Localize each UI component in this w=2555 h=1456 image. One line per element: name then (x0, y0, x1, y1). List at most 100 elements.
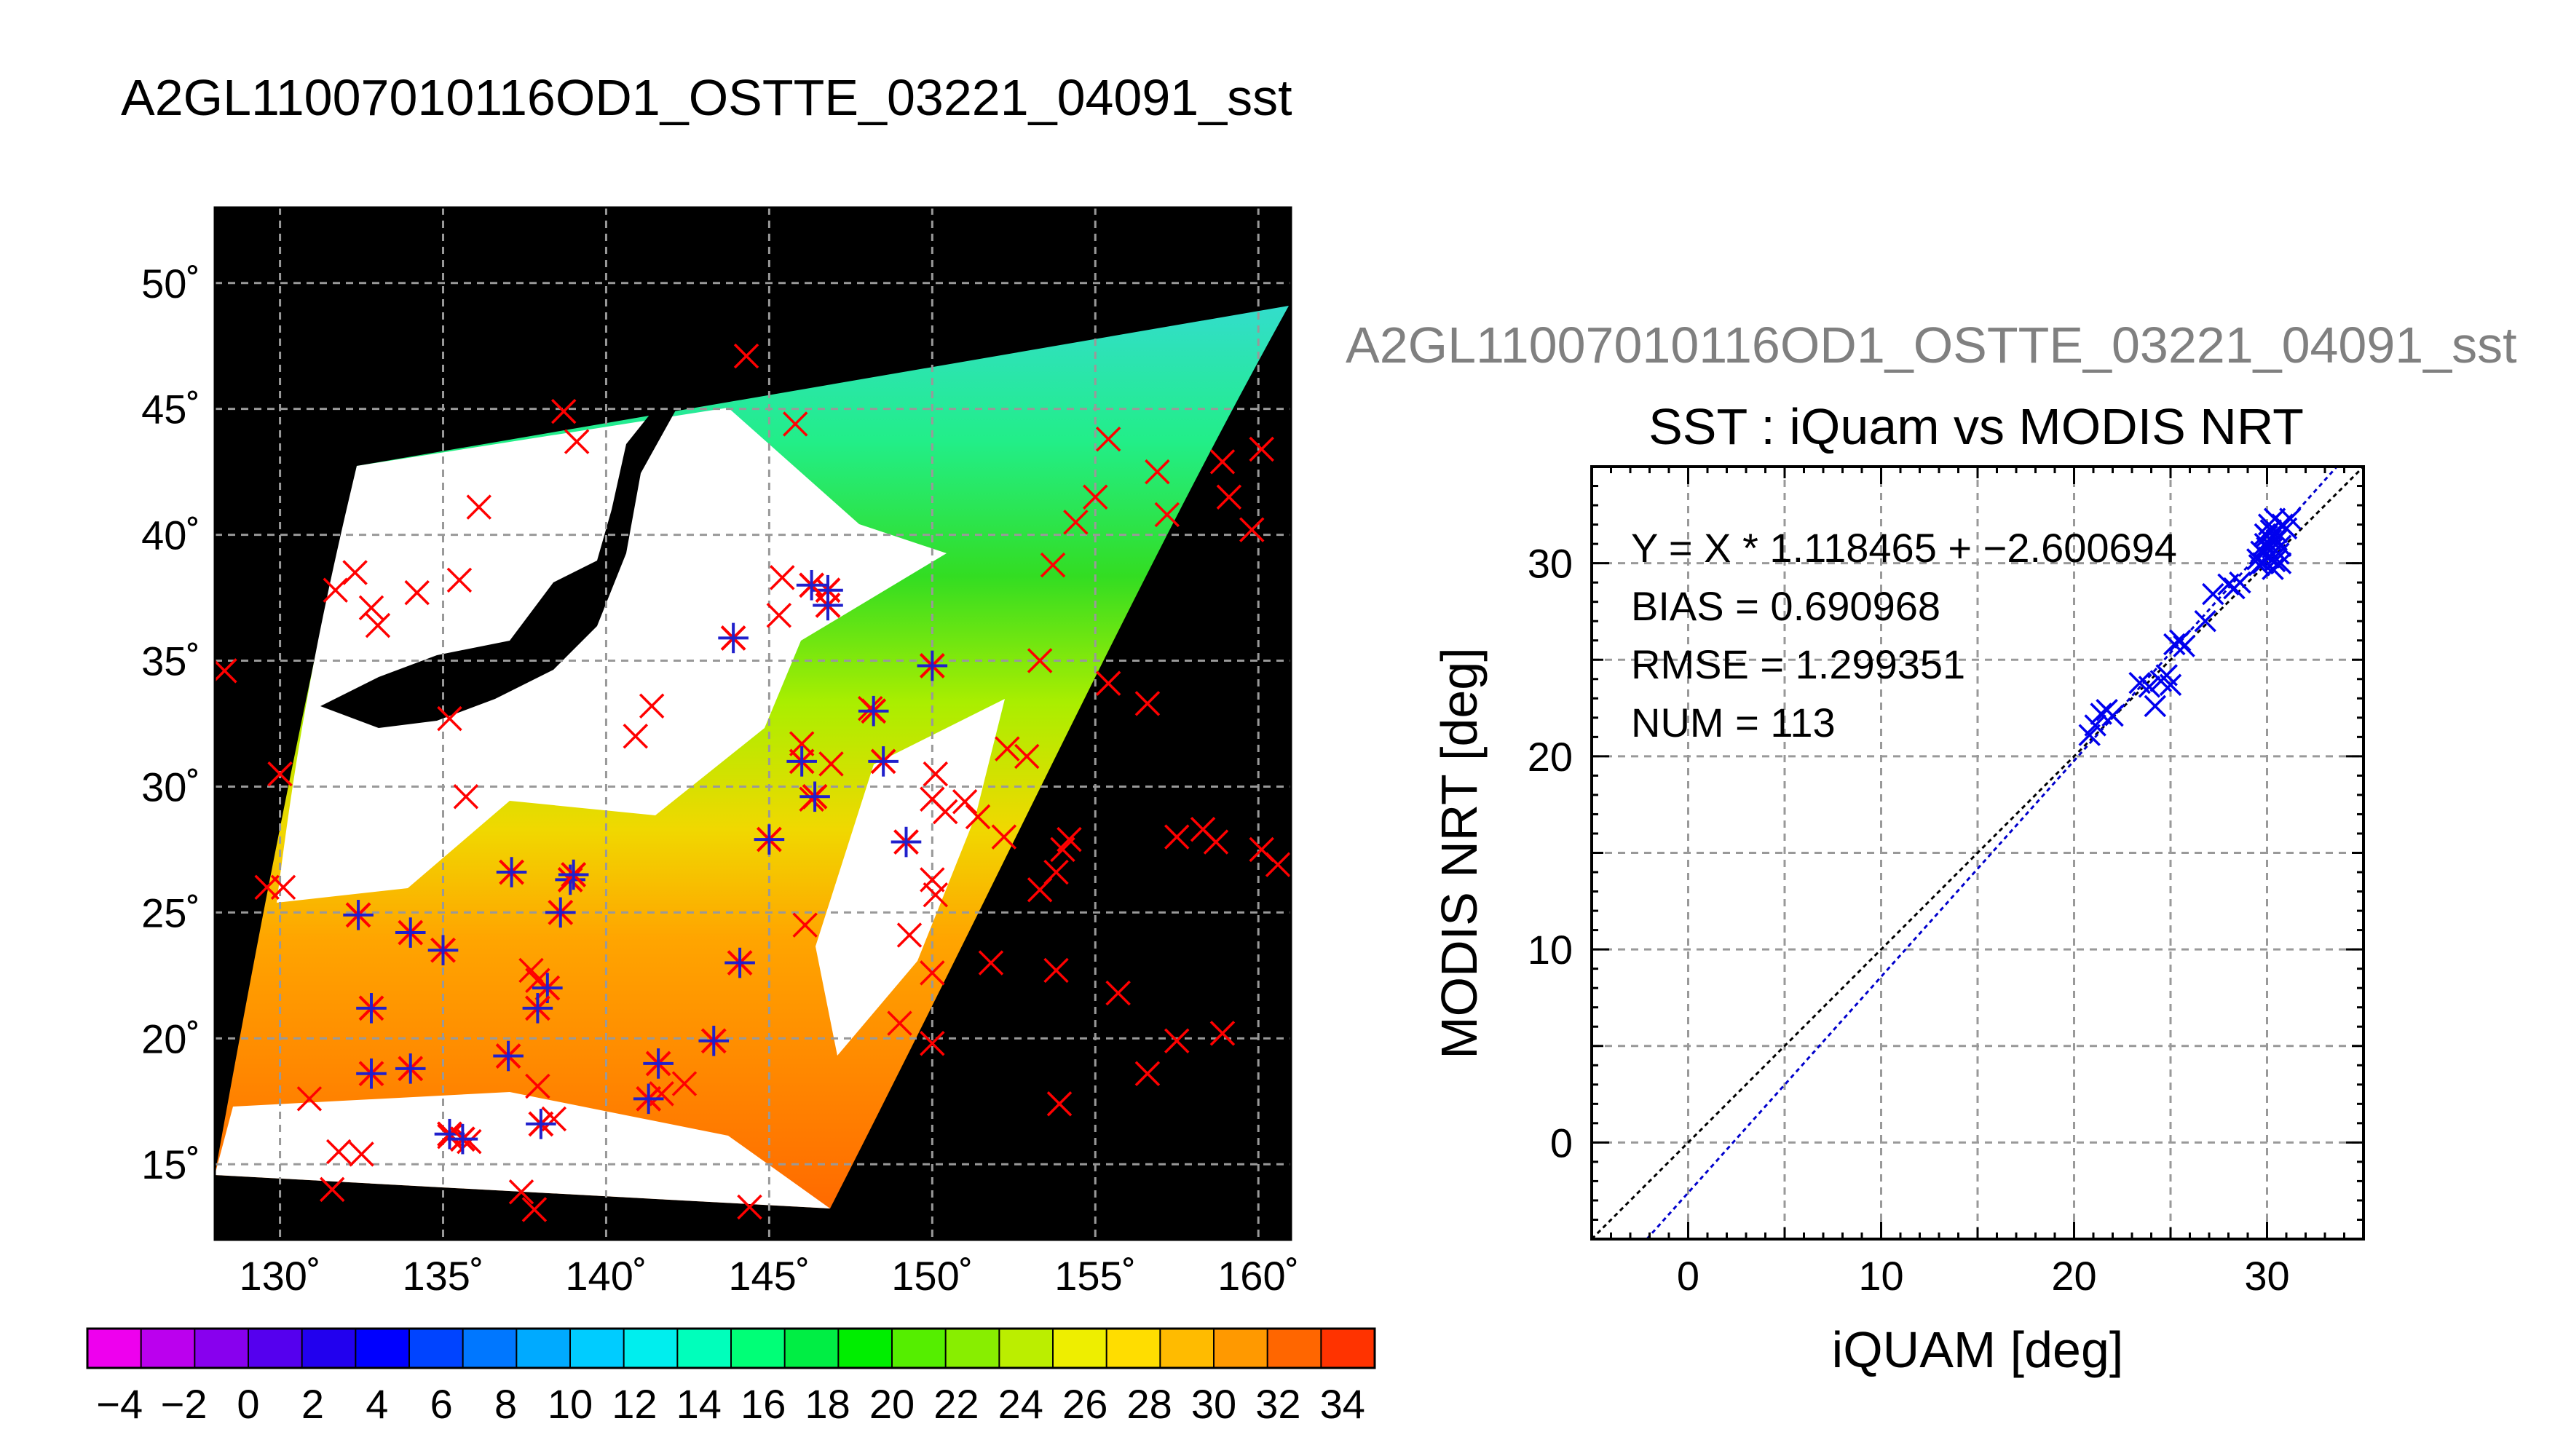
map-marker-red-x (1154, 502, 1180, 528)
scatter-point (2078, 724, 2101, 746)
map-marker-red-x (1040, 552, 1066, 578)
colorbar-segment (1321, 1329, 1375, 1368)
scatter-point (2251, 552, 2275, 574)
scatter-point (2269, 534, 2292, 557)
map-marker-blue-asterisk (891, 826, 922, 858)
map-marker-red-x (319, 1176, 345, 1203)
map-marker-red-x (541, 1106, 567, 1132)
map-marker-red-x (733, 343, 759, 369)
colorbar-tick-label: 16 (741, 1381, 786, 1427)
scatter-point (2173, 635, 2195, 657)
lon-tick-label: 140˚ (565, 1253, 647, 1299)
scatter-grid (1592, 467, 2364, 1239)
scatter-point (2090, 703, 2112, 725)
colorbar-segment (462, 1329, 518, 1368)
cloud-mask (277, 408, 947, 903)
map-marker-red-x (649, 1081, 674, 1107)
map-marker-red-x (1043, 957, 1069, 984)
scatter-point (2246, 548, 2269, 571)
lat-tick-label: 45˚ (141, 387, 200, 432)
scatter-frame (1590, 465, 2365, 1241)
colorbar-segment (248, 1329, 303, 1368)
regression-line (1646, 466, 2338, 1240)
map-marker-blue-asterisk (526, 1109, 556, 1139)
map-marker-red-x (920, 867, 945, 893)
scatter-point (2265, 529, 2288, 552)
x-tick-label: 0 (1677, 1253, 1699, 1299)
map-marker-blue-asterisk (356, 1058, 387, 1089)
scatter-point (2254, 532, 2277, 555)
map-marker-blue-asterisk (493, 1040, 524, 1072)
map-marker-red-x (404, 579, 430, 606)
colorbar-segment (301, 1329, 357, 1368)
lat-tick-label: 25˚ (141, 890, 200, 935)
colorbar (86, 1327, 1376, 1369)
colorbar-tick-label: 4 (366, 1381, 388, 1427)
scatter-ticks (1590, 465, 2365, 1241)
map-marker-red-x (1265, 852, 1291, 877)
map-marker-red-x (1164, 824, 1190, 850)
map-marker-red-x (792, 912, 818, 938)
lat-tick-label: 35˚ (141, 638, 200, 684)
scatter-point (2163, 633, 2186, 656)
map-marker-red-x (995, 736, 1020, 761)
lat-tick-label: 30˚ (141, 764, 200, 810)
scatter-point (2248, 554, 2271, 577)
colorbar-segment (570, 1329, 625, 1368)
map-marker-blue-asterisk (545, 897, 576, 928)
scatter-point (2217, 573, 2240, 596)
map-marker-red-x (1050, 836, 1075, 863)
map-marker-red-x (453, 784, 479, 810)
map-marker-red-x (952, 788, 978, 815)
lon-tick-label: 150˚ (891, 1253, 973, 1299)
x-tick-label: 10 (1858, 1253, 1903, 1299)
scatter-point (2256, 537, 2278, 559)
map-marker-red-x (1249, 436, 1274, 462)
y-tick-label: 30 (1528, 541, 1573, 587)
map-marker-red-x (920, 786, 945, 812)
scatter-point (2269, 552, 2292, 574)
scatter-point (2138, 676, 2161, 698)
map-marker-red-x (766, 603, 792, 628)
map-markers (215, 343, 1291, 1222)
map-marker-blue-asterisk (522, 993, 553, 1024)
map-marker-blue-asterisk (813, 590, 843, 621)
map-marker-red-x (737, 1194, 762, 1220)
stat-equation: Y = X * 1.118465 + −2.600694 (1631, 525, 2177, 571)
scatter-point (2254, 523, 2277, 546)
map-marker-red-x (1164, 1028, 1190, 1054)
lon-tick-label: 130˚ (240, 1253, 321, 1299)
map-marker-red-x (358, 595, 384, 621)
scatter-point (2159, 673, 2182, 696)
map-marker-red-x (1209, 449, 1236, 475)
map-marker-red-x (1216, 484, 1242, 510)
map-marker-red-x (1083, 484, 1108, 510)
colorbar-segment (784, 1329, 840, 1368)
scatter-point (2084, 714, 2106, 737)
x-tick-labels: 0 10 20 30 (1677, 1253, 2290, 1299)
map-marker-blue-asterisk (724, 947, 755, 978)
colorbar-tick-label: 32 (1255, 1381, 1300, 1427)
map-marker-red-x (887, 1010, 912, 1036)
scatter-point (2250, 540, 2272, 563)
lat-tick-label: 15˚ (141, 1142, 200, 1187)
map-marker-red-x (466, 494, 492, 520)
map-marker-red-x (325, 1139, 352, 1165)
y-tick-label: 20 (1528, 734, 1573, 780)
scatter-point (2101, 704, 2124, 727)
scatter-point (2256, 525, 2278, 547)
map-marker-red-x (965, 804, 991, 830)
map-marker-blue-asterisk (643, 1048, 674, 1079)
sst-map: 130˚ 135˚ 140˚ 145˚ 150˚ 155˚ 160˚ 15˚ 20˚ 25˚ 30… (86, 206, 1376, 1427)
lon-tick-labels: 130˚ 135˚ 140˚ 145˚ 150˚ 155˚ 160˚ (240, 1253, 1300, 1299)
colorbar-segment (623, 1329, 679, 1368)
scatter-markers (2078, 507, 2302, 746)
scatter-point (2271, 513, 2294, 536)
map-marker-blue-asterisk (496, 857, 527, 887)
map-marker-red-x (342, 560, 368, 585)
map-marker-blue-asterisk (434, 1118, 465, 1150)
colorbar-tick-label: 14 (676, 1381, 722, 1427)
lon-tick-label: 160˚ (1217, 1253, 1299, 1299)
map-marker-red-x (782, 411, 808, 437)
map-marker-red-x (1027, 877, 1053, 903)
